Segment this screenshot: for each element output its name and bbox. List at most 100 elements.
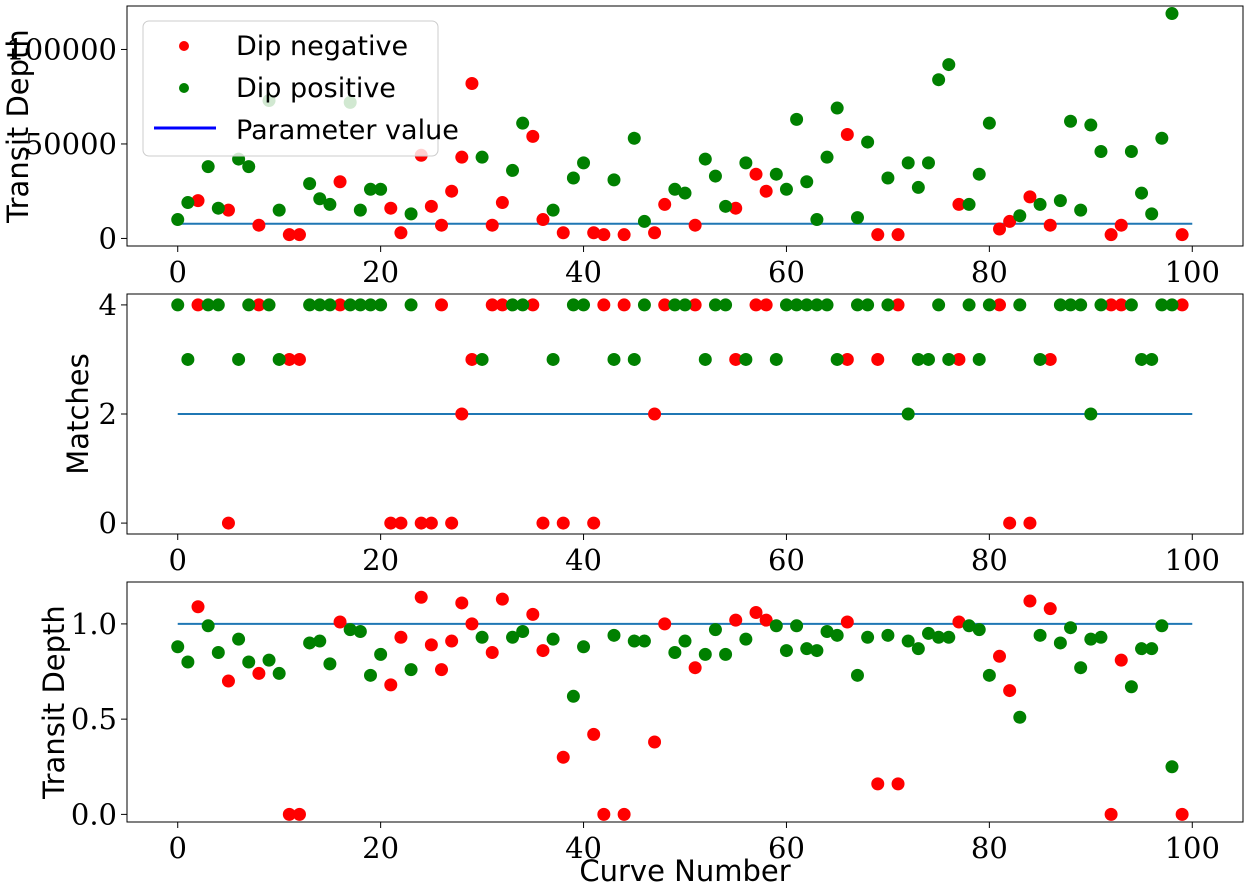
point-positive (404, 207, 418, 221)
point-negative (445, 184, 459, 198)
point-positive (211, 201, 225, 215)
point-positive (698, 647, 712, 661)
plot-frame (126, 581, 1244, 823)
point-positive (668, 645, 682, 659)
point-negative (688, 661, 702, 675)
point-positive (404, 663, 418, 677)
point-positive (1053, 636, 1067, 650)
point-negative (1043, 602, 1057, 616)
point-positive (1155, 298, 1169, 312)
point-negative (597, 807, 611, 821)
point-positive (1094, 145, 1108, 159)
point-positive (637, 214, 651, 228)
point-negative (485, 298, 499, 312)
point-positive (911, 180, 925, 194)
point-negative (1043, 218, 1057, 232)
x-tick-label: 100 (1165, 543, 1220, 577)
point-positive (1074, 298, 1088, 312)
point-positive (1124, 680, 1138, 694)
point-negative (1114, 653, 1128, 667)
point-negative (536, 213, 550, 227)
point-negative (993, 222, 1007, 236)
point-positive (1145, 642, 1159, 656)
legend-marker-negative (179, 41, 189, 51)
point-negative (749, 298, 763, 312)
point-positive (374, 647, 388, 661)
point-negative (658, 617, 672, 631)
point-positive (323, 197, 337, 211)
point-positive (1155, 131, 1169, 145)
point-positive (719, 199, 733, 213)
point-negative (333, 298, 347, 312)
point-negative (556, 226, 570, 240)
point-positive (516, 116, 530, 130)
point-positive (1135, 352, 1149, 366)
point-positive (1033, 197, 1047, 211)
x-tick-label: 100 (1165, 255, 1220, 289)
point-negative (749, 167, 763, 181)
point-positive (607, 352, 621, 366)
point-positive (1013, 298, 1027, 312)
point-negative (435, 218, 449, 232)
point-negative (556, 516, 570, 530)
point-positive (1064, 621, 1078, 635)
point-negative (587, 727, 601, 741)
point-positive (272, 203, 286, 217)
y-axis-label: Transit Depth (1, 29, 35, 224)
point-positive (353, 625, 367, 639)
point-positive (506, 298, 520, 312)
point-positive (343, 623, 357, 637)
y-tick-label: 0 (99, 506, 117, 540)
x-axis-label: Curve Number (579, 854, 790, 888)
point-negative (1104, 807, 1118, 821)
point-negative (952, 615, 966, 629)
point-positive (627, 352, 641, 366)
point-positive (769, 167, 783, 181)
x-tick-label: 80 (971, 543, 1008, 577)
point-negative (495, 298, 509, 312)
point-positive (313, 634, 327, 648)
point-positive (881, 628, 895, 642)
point-positive (820, 298, 834, 312)
point-positive (779, 644, 793, 658)
point-negative (526, 607, 540, 621)
y-axis-label: Transit Depth (37, 605, 71, 800)
point-negative (191, 600, 205, 614)
point-negative (891, 777, 905, 791)
x-tick-label: 60 (768, 255, 805, 289)
point-positive (779, 298, 793, 312)
x-tick-label: 40 (565, 255, 602, 289)
point-positive (810, 644, 824, 658)
point-positive (546, 352, 560, 366)
point-positive (475, 630, 489, 644)
point-negative (1175, 228, 1189, 242)
point-positive (942, 352, 956, 366)
point-negative (648, 407, 662, 421)
point-negative (333, 615, 347, 629)
point-negative (759, 613, 773, 627)
point-negative (333, 175, 347, 189)
point-positive (323, 657, 337, 671)
point-positive (577, 640, 591, 654)
point-positive (790, 112, 804, 126)
point-positive (921, 156, 935, 170)
point-negative (617, 807, 631, 821)
legend-box (142, 20, 439, 157)
point-positive (1084, 118, 1098, 132)
point-positive (708, 169, 722, 183)
point-negative (394, 226, 408, 240)
point-negative (952, 197, 966, 211)
x-tick-label: 40 (565, 831, 602, 865)
point-negative (435, 298, 449, 312)
point-positive (303, 177, 317, 191)
point-positive (1013, 209, 1027, 223)
point-negative (1023, 516, 1037, 530)
point-negative (587, 226, 601, 240)
point-positive (1064, 114, 1078, 128)
point-positive (323, 298, 337, 312)
x-tick-label: 20 (362, 831, 399, 865)
point-positive (1165, 7, 1179, 21)
point-negative (282, 807, 296, 821)
point-negative (221, 674, 235, 688)
